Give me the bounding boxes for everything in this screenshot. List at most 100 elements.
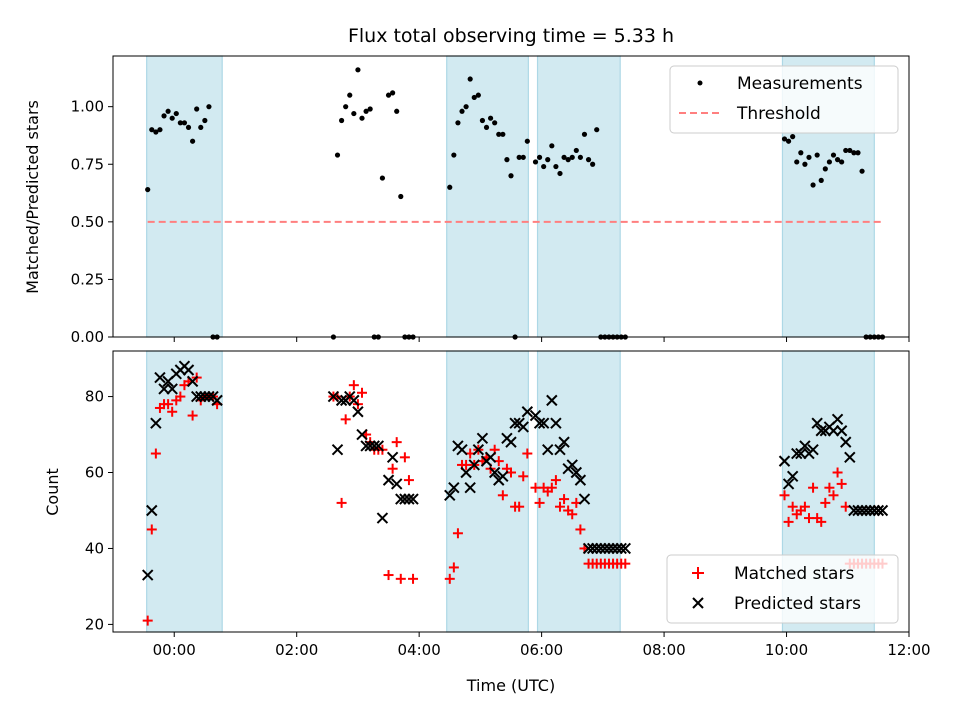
predicted-star-point	[352, 406, 364, 418]
matched-star-point	[559, 494, 570, 505]
measurement-point	[834, 157, 841, 163]
measurement-point	[451, 152, 457, 158]
measurement-point	[496, 131, 502, 137]
measurement-point	[557, 170, 563, 177]
matched-star-point	[783, 516, 794, 527]
predicted-star-point	[476, 432, 489, 445]
legend-predicted-label: Predicted stars	[734, 594, 861, 614]
top-window-1	[446, 55, 529, 338]
predicted-star-point	[403, 493, 415, 505]
predicted-star-point	[390, 478, 403, 490]
bottom-y-tick-label: 60	[85, 464, 104, 482]
predicted-star-point	[348, 394, 360, 407]
matched-star-point	[808, 482, 819, 493]
measurement-point	[347, 92, 353, 98]
measurement-point	[194, 106, 200, 112]
measurement-point	[351, 110, 357, 117]
predicted-star-point	[154, 371, 166, 384]
measurement-point	[165, 108, 171, 114]
matched-star-point	[448, 562, 459, 573]
measurement-point	[338, 117, 345, 124]
measurement-point	[190, 138, 196, 144]
measurement-point	[363, 108, 369, 114]
matched-star-point	[399, 452, 410, 463]
measurement-point	[826, 159, 833, 165]
predicted-star-point	[182, 364, 195, 376]
matched-star-point	[348, 380, 359, 391]
measurement-point	[455, 120, 461, 126]
predicted-star-point	[607, 542, 619, 555]
matched-star-point	[522, 448, 533, 459]
measurement-point	[185, 124, 192, 131]
measurement-point	[343, 104, 349, 110]
matched-star-point	[187, 410, 198, 421]
bottom-y-axis-label: Count	[43, 468, 62, 516]
top-y-tick-label: 0.50	[71, 213, 104, 231]
measurement-point	[379, 175, 386, 181]
measurement-point	[334, 152, 341, 158]
predicted-star-point	[331, 444, 344, 456]
legend-measurements-marker	[697, 80, 703, 86]
top-y-tick-label: 0.25	[71, 270, 104, 288]
bottom-axes-frame	[112, 350, 910, 633]
predicted-star-point	[505, 436, 517, 448]
predicted-star-point	[195, 390, 207, 403]
legend-threshold-label: Threshold	[736, 104, 821, 124]
matched-star-point	[150, 448, 161, 459]
measurement-point	[153, 129, 159, 135]
predicted-star-point	[795, 447, 807, 460]
top-observing-windows	[146, 55, 875, 338]
top-y-tick-label: 0.00	[71, 328, 104, 346]
top-window-2	[536, 55, 621, 338]
predicted-star-point	[599, 542, 611, 555]
measurement-point	[802, 161, 808, 167]
predicted-star-point	[509, 417, 521, 429]
matched-star-point	[514, 501, 525, 512]
predicted-star-point	[582, 542, 595, 555]
measurement-point	[781, 136, 788, 142]
measurement-point	[851, 150, 857, 156]
measurement-point	[177, 120, 183, 126]
predicted-star-points	[141, 360, 889, 581]
predicted-star-point	[203, 390, 215, 403]
predicted-star-point	[807, 444, 819, 456]
predicted-star-point	[782, 478, 795, 490]
matched-star-point	[828, 490, 839, 501]
measurement-point	[483, 124, 490, 131]
measurement-point	[822, 166, 828, 172]
predicted-star-point	[860, 504, 872, 517]
predicted-star-point	[537, 417, 550, 429]
matched-star-point	[546, 482, 557, 493]
predicted-star-point	[786, 470, 799, 483]
predicted-star-point	[554, 444, 566, 456]
predicted-star-point	[497, 470, 509, 483]
top-x-ticks	[173, 337, 910, 342]
bottom-x-tick-label: 10:00	[765, 641, 808, 659]
measurement-point	[814, 152, 820, 158]
bottom-legend-box	[666, 554, 899, 624]
measurement-point	[581, 131, 588, 137]
matched-star-point	[534, 497, 545, 508]
predicted-star-point	[464, 481, 476, 494]
predicted-star-point	[517, 421, 529, 433]
measurement-point	[561, 154, 567, 160]
measurement-point	[843, 147, 849, 154]
predicted-star-point	[186, 375, 199, 388]
top-y-tick-label: 0.75	[71, 155, 104, 173]
measurement-point	[385, 92, 392, 98]
matched-star-point	[554, 501, 565, 512]
top-window-0	[146, 55, 223, 338]
measurement-point	[577, 154, 583, 160]
chart-title: Flux total observing time = 5.33 h	[348, 25, 674, 47]
matched-star-point	[383, 570, 394, 581]
predicted-star-point	[484, 451, 497, 464]
matched-star-point	[575, 524, 586, 535]
predicted-star-point	[868, 504, 881, 517]
matched-star-point	[395, 573, 406, 584]
predicted-star-point	[827, 425, 840, 437]
bottom-legend: Matched stars Predicted stars	[666, 554, 899, 624]
measurement-point	[169, 115, 175, 121]
predicted-star-point	[591, 542, 603, 555]
predicted-star-point	[566, 459, 578, 471]
